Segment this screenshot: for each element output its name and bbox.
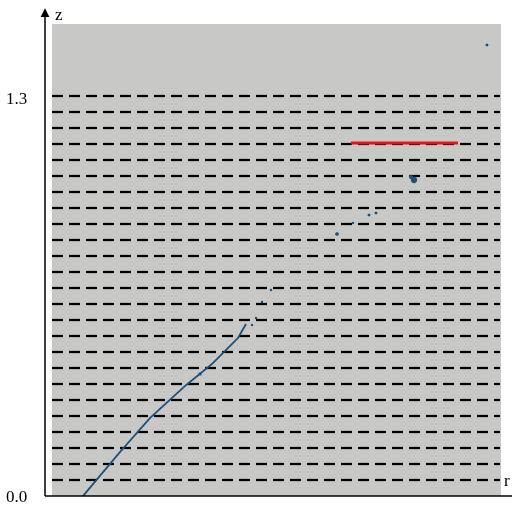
trace-point <box>374 211 378 215</box>
x-axis-label: r <box>504 471 510 490</box>
trace-point <box>205 366 209 370</box>
trace-point <box>250 323 254 327</box>
y-tick-label-top: 1.3 <box>6 89 27 108</box>
trace-point <box>485 43 489 47</box>
trace-point <box>409 175 413 179</box>
trace-point <box>351 221 355 225</box>
trace-point <box>254 316 258 320</box>
trace-point <box>269 288 273 292</box>
y-tick-label-bottom: 0.0 <box>6 487 27 506</box>
y-axis-label: z <box>55 5 63 24</box>
trace-point <box>260 300 264 304</box>
trace <box>82 43 489 497</box>
dashed-line-group <box>52 94 500 482</box>
plot-background <box>52 24 501 496</box>
trace-point <box>367 213 371 217</box>
trace-point <box>198 372 202 376</box>
trace-point <box>335 232 339 236</box>
trace-line <box>82 323 247 497</box>
